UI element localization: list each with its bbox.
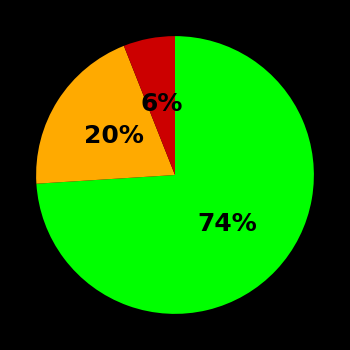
- Wedge shape: [36, 36, 314, 314]
- Wedge shape: [124, 36, 175, 175]
- Text: 6%: 6%: [140, 92, 183, 116]
- Text: 20%: 20%: [84, 124, 144, 148]
- Wedge shape: [36, 46, 175, 184]
- Text: 74%: 74%: [198, 212, 258, 237]
